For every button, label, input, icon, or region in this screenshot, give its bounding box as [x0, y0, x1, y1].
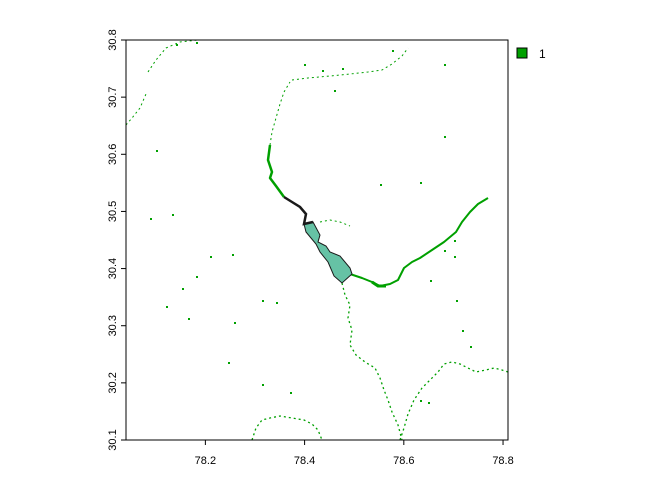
legend-label: 1 [539, 47, 546, 61]
east-tributary-lower [371, 280, 386, 288]
river-pixel [182, 288, 184, 290]
river-pixel [470, 346, 472, 348]
river-pixel [176, 44, 178, 46]
river-pixel [232, 254, 234, 256]
river-pixel [210, 256, 212, 258]
river-pixel [322, 70, 324, 72]
river-pixel [420, 182, 422, 184]
river-pixel [454, 240, 456, 242]
river-pixel [444, 250, 446, 252]
y-tick-label: 30.6 [107, 144, 119, 165]
y-tick-label: 30.5 [107, 201, 119, 222]
y-tick-label: 30.4 [107, 258, 119, 279]
river-pixel [196, 42, 198, 44]
river-pixel [342, 68, 344, 70]
reservoir-polygon [303, 221, 353, 284]
north-stream [291, 47, 409, 81]
river-pixel [456, 300, 458, 302]
river-pixel [392, 50, 394, 52]
x-tick-label: 78.6 [393, 455, 414, 467]
river-pixel [304, 64, 306, 66]
map-frame [125, 39, 509, 441]
legend-swatch [516, 47, 528, 59]
river-pixel [444, 64, 446, 66]
river-pixel [262, 300, 264, 302]
main-river-lower [341, 282, 403, 441]
river-pixel [172, 214, 174, 216]
southeast-stream [399, 361, 509, 441]
river-pixel [290, 392, 292, 394]
y-tick-label: 30.7 [107, 86, 119, 107]
river-pixel [166, 306, 168, 308]
south-stream [251, 415, 323, 441]
reservoir-channel [283, 195, 314, 226]
river-pixel [156, 150, 158, 152]
y-tick-label: 30.1 [107, 429, 119, 450]
x-tick-label: 78.2 [195, 455, 216, 467]
river-pixel [444, 136, 446, 138]
river-pixel [454, 256, 456, 258]
river-pixel [188, 318, 190, 320]
river-pixel [334, 90, 336, 92]
main-river [266, 144, 286, 198]
river-pixel [380, 184, 382, 186]
river-pixel [150, 218, 152, 220]
x-tick-label: 78.8 [492, 455, 513, 467]
river-pixel [234, 322, 236, 324]
legend: 1 [516, 47, 546, 61]
river-pixel [262, 384, 264, 386]
river-pixel [196, 276, 198, 278]
y-tick-label: 30.2 [107, 372, 119, 393]
north-stream-2 [269, 81, 291, 146]
y-tick-label: 30.3 [107, 315, 119, 336]
x-tick-label: 78.4 [294, 455, 315, 467]
river-pixel [276, 302, 278, 304]
river-pixel [420, 400, 422, 402]
west-stream [125, 93, 147, 126]
river-network [125, 39, 509, 441]
river-pixel [228, 362, 230, 364]
mid-stream [319, 219, 351, 227]
x-axis: 78.2 78.4 78.6 78.8 [195, 440, 514, 467]
river-pixel [428, 402, 430, 404]
y-axis: 30.1 30.2 30.3 30.4 30.5 30.6 30.7 30.8 [107, 29, 126, 451]
river-pixel [462, 330, 464, 332]
east-tributary [349, 197, 489, 287]
river-pixel [430, 280, 432, 282]
y-tick-label: 30.8 [107, 29, 119, 50]
northwest-stream [147, 39, 199, 73]
